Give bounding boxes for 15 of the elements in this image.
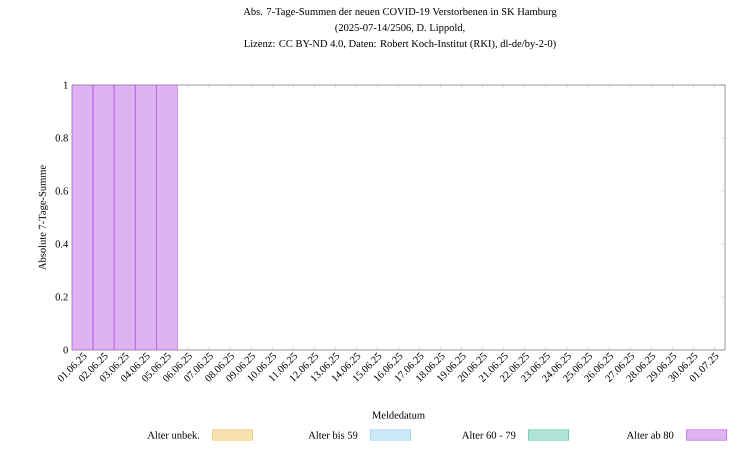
legend-label: Alter bis 59 bbox=[308, 431, 358, 439]
x-axis-title: Meldedatum bbox=[372, 411, 425, 419]
y-tick-label: 0.4 bbox=[56, 240, 68, 248]
text: Lizenz: CC BY-ND 4.0, Daten: Robert Koch-Institut (RKI), dl-de/by-2-0) bbox=[244, 40, 556, 50]
chart-subtitle: (2025-07-14/2506, D. Lippold, bbox=[335, 24, 465, 34]
y-axis-title: Absolute 7-Tage-Summe bbox=[38, 165, 48, 270]
legend-label: Alter unbek. bbox=[147, 431, 200, 439]
y-tick-label: 1 bbox=[64, 82, 68, 88]
y-tick-label: 0 bbox=[63, 346, 68, 354]
y-tick-label: 0.8 bbox=[56, 134, 68, 142]
y-tick-label: 0.6 bbox=[56, 187, 68, 195]
legend-label: Alter ab 80 bbox=[626, 431, 674, 439]
legend-label: Alter 60 - 79 bbox=[462, 431, 516, 439]
chart-title: Abs. 7-Tage-Summen der neuen COVID-19 Verstorbenen in SK Hamburg bbox=[243, 8, 557, 18]
y-tick-label: 0.2 bbox=[56, 293, 68, 301]
